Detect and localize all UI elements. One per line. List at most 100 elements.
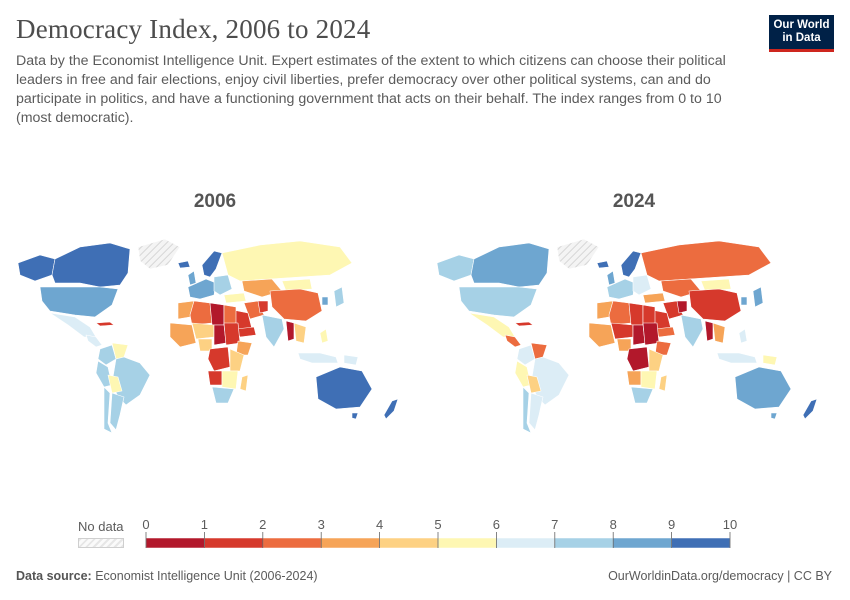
country-egypt[interactable] xyxy=(642,304,656,326)
country-myanmar[interactable] xyxy=(704,320,714,342)
legend-bin-8-9[interactable] xyxy=(612,537,672,549)
country-argentina[interactable] xyxy=(528,392,544,431)
country-philippines[interactable] xyxy=(738,328,748,344)
source-url[interactable]: OurWorldinData.org/democracy | CC BY xyxy=(608,569,832,583)
country-russia[interactable] xyxy=(640,240,772,282)
country-east-africa[interactable] xyxy=(229,348,245,372)
country-canada[interactable] xyxy=(470,242,550,288)
country-madagascar[interactable] xyxy=(658,374,668,392)
country-mongolia[interactable] xyxy=(700,278,732,292)
country-west-africa[interactable] xyxy=(588,322,616,348)
legend-bin-5-6[interactable] xyxy=(437,537,497,549)
country-afghanistan[interactable] xyxy=(676,300,688,314)
country-china[interactable] xyxy=(269,288,323,322)
country-australia[interactable] xyxy=(734,366,792,410)
country-turkey[interactable] xyxy=(223,292,247,304)
legend-bin-2-3[interactable] xyxy=(262,537,322,549)
country-indonesia[interactable] xyxy=(297,352,339,364)
country-korea[interactable] xyxy=(740,296,748,306)
country-japan[interactable] xyxy=(333,286,345,308)
country-southern-africa[interactable] xyxy=(640,370,658,390)
country-chile[interactable] xyxy=(103,386,113,434)
country-se-asia[interactable] xyxy=(293,322,307,344)
legend-bin-7-8[interactable] xyxy=(554,537,614,549)
country-western-europe[interactable] xyxy=(187,278,217,300)
country-india[interactable] xyxy=(261,314,285,348)
legend-bin-9-10[interactable] xyxy=(671,537,731,549)
country-australia[interactable] xyxy=(315,366,373,410)
country-japan[interactable] xyxy=(752,286,764,308)
country-iceland[interactable] xyxy=(177,260,191,269)
country-canada[interactable] xyxy=(51,242,131,288)
country-west-africa[interactable] xyxy=(169,322,197,348)
country-mali-niger[interactable] xyxy=(610,322,634,340)
country-libya[interactable] xyxy=(628,302,644,326)
country-korea[interactable] xyxy=(321,296,329,306)
country-south-africa[interactable] xyxy=(211,386,235,404)
country-usa[interactable] xyxy=(458,286,538,318)
country-ethiopia[interactable] xyxy=(235,340,253,356)
country-algeria[interactable] xyxy=(608,300,632,326)
country-angola[interactable] xyxy=(207,370,223,386)
country-new-zealand[interactable] xyxy=(802,398,818,420)
legend-bin-3-4[interactable] xyxy=(320,537,380,549)
country-colombia[interactable] xyxy=(516,344,536,366)
owid-logo[interactable]: Our World in Data xyxy=(769,15,834,52)
legend-bin-1-2[interactable] xyxy=(204,537,264,549)
country-png[interactable] xyxy=(343,354,359,366)
country-scandinavia[interactable] xyxy=(201,250,223,278)
country-argentina[interactable] xyxy=(109,392,125,431)
country-egypt[interactable] xyxy=(223,304,237,326)
country-southern-africa[interactable] xyxy=(221,370,239,390)
legend-bin-0-1[interactable] xyxy=(145,537,205,549)
country-eastern-europe[interactable] xyxy=(632,274,652,296)
country-central-africa[interactable] xyxy=(626,346,650,372)
country-central-africa[interactable] xyxy=(207,346,231,372)
legend-bin-6-7[interactable] xyxy=(496,537,556,549)
country-png[interactable] xyxy=(762,354,778,366)
country-algeria[interactable] xyxy=(189,300,213,326)
country-angola[interactable] xyxy=(626,370,642,386)
country-east-africa[interactable] xyxy=(648,348,664,372)
country-cuba[interactable] xyxy=(95,321,115,327)
country-peru[interactable] xyxy=(95,360,113,388)
country-cuba[interactable] xyxy=(514,321,534,327)
country-western-europe[interactable] xyxy=(606,278,636,300)
country-ethiopia[interactable] xyxy=(654,340,672,356)
country-greenland[interactable] xyxy=(556,238,600,270)
country-uk[interactable] xyxy=(187,270,197,286)
country-colombia[interactable] xyxy=(97,344,117,366)
country-scandinavia[interactable] xyxy=(620,250,642,278)
country-madagascar[interactable] xyxy=(239,374,249,392)
country-new-zealand[interactable] xyxy=(383,398,399,420)
country-chile[interactable] xyxy=(522,386,532,434)
country-bolivia[interactable] xyxy=(107,374,123,394)
legend-bin-4-5[interactable] xyxy=(379,537,439,549)
country-china[interactable] xyxy=(688,288,742,322)
country-indonesia[interactable] xyxy=(716,352,758,364)
country-libya[interactable] xyxy=(209,302,225,326)
country-iceland[interactable] xyxy=(596,260,610,269)
country-se-asia[interactable] xyxy=(712,322,726,344)
country-russia[interactable] xyxy=(221,240,353,282)
country-mali-niger[interactable] xyxy=(191,322,215,340)
country-myanmar[interactable] xyxy=(285,320,295,342)
country-alaska[interactable] xyxy=(436,254,475,282)
country-south-africa[interactable] xyxy=(630,386,654,404)
country-afghanistan[interactable] xyxy=(257,300,269,314)
country-philippines[interactable] xyxy=(319,328,329,344)
country-turkey[interactable] xyxy=(642,292,666,304)
country-greenland[interactable] xyxy=(137,238,181,270)
country-uk[interactable] xyxy=(606,270,616,286)
country-eastern-europe[interactable] xyxy=(213,274,233,296)
country-peru[interactable] xyxy=(514,360,532,388)
country-central-america[interactable] xyxy=(504,334,522,348)
country-alaska[interactable] xyxy=(17,254,56,282)
country-india[interactable] xyxy=(680,314,704,348)
country-usa[interactable] xyxy=(39,286,119,318)
country-tasmania[interactable] xyxy=(351,412,359,420)
country-tasmania[interactable] xyxy=(770,412,778,420)
country-mongolia[interactable] xyxy=(281,278,313,292)
country-bolivia[interactable] xyxy=(526,374,542,394)
country-central-america[interactable] xyxy=(85,334,103,348)
